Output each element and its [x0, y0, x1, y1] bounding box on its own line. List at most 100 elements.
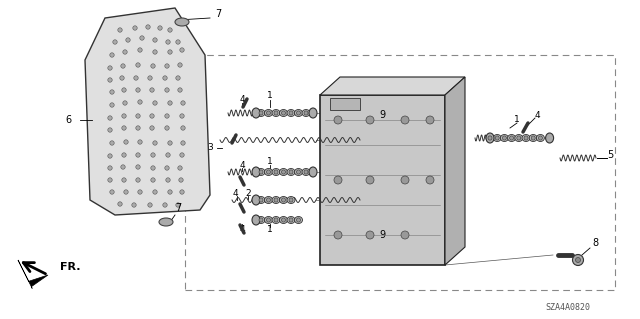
Circle shape: [110, 90, 114, 94]
Circle shape: [110, 141, 114, 145]
Ellipse shape: [259, 170, 263, 174]
Circle shape: [118, 28, 122, 32]
Ellipse shape: [524, 136, 528, 140]
Ellipse shape: [500, 135, 508, 142]
Ellipse shape: [287, 109, 295, 116]
Circle shape: [134, 76, 138, 80]
Circle shape: [110, 53, 114, 57]
Ellipse shape: [538, 136, 543, 140]
Circle shape: [108, 166, 112, 170]
Ellipse shape: [302, 168, 310, 175]
Circle shape: [401, 231, 409, 239]
Circle shape: [108, 128, 112, 132]
Ellipse shape: [272, 217, 280, 224]
Ellipse shape: [252, 215, 260, 225]
Circle shape: [122, 153, 126, 157]
Circle shape: [120, 76, 124, 80]
Circle shape: [178, 63, 182, 67]
Circle shape: [150, 114, 154, 118]
Circle shape: [123, 50, 127, 54]
Circle shape: [334, 231, 342, 239]
Ellipse shape: [280, 109, 287, 116]
Circle shape: [110, 103, 114, 107]
Ellipse shape: [257, 109, 265, 116]
Circle shape: [121, 165, 125, 169]
Ellipse shape: [272, 168, 280, 175]
Ellipse shape: [252, 167, 260, 177]
Ellipse shape: [294, 217, 303, 224]
Circle shape: [138, 140, 142, 144]
Ellipse shape: [495, 136, 499, 140]
Circle shape: [146, 25, 150, 29]
Ellipse shape: [522, 135, 530, 142]
Circle shape: [150, 88, 154, 92]
Ellipse shape: [266, 218, 271, 222]
Text: 4: 4: [239, 226, 245, 234]
Circle shape: [140, 36, 144, 40]
Polygon shape: [18, 260, 48, 288]
Ellipse shape: [529, 135, 537, 142]
Circle shape: [126, 38, 130, 42]
Circle shape: [138, 190, 142, 194]
Ellipse shape: [287, 168, 295, 175]
Circle shape: [151, 178, 155, 182]
Circle shape: [138, 100, 142, 104]
Circle shape: [122, 114, 126, 118]
Ellipse shape: [493, 135, 501, 142]
Circle shape: [151, 64, 155, 68]
Circle shape: [148, 203, 152, 207]
Circle shape: [165, 88, 169, 92]
Ellipse shape: [274, 170, 278, 174]
Circle shape: [168, 28, 172, 32]
Circle shape: [176, 203, 180, 207]
Circle shape: [165, 114, 169, 118]
Circle shape: [168, 141, 172, 145]
Ellipse shape: [264, 217, 273, 224]
Ellipse shape: [266, 198, 271, 202]
Text: 3: 3: [207, 144, 213, 152]
Polygon shape: [320, 77, 465, 95]
Polygon shape: [85, 8, 210, 215]
Circle shape: [122, 178, 126, 182]
Circle shape: [401, 116, 409, 124]
Circle shape: [138, 48, 142, 52]
Ellipse shape: [159, 218, 173, 226]
Ellipse shape: [266, 170, 271, 174]
Ellipse shape: [280, 197, 287, 204]
Ellipse shape: [259, 198, 263, 202]
Ellipse shape: [536, 135, 545, 142]
Ellipse shape: [274, 218, 278, 222]
Ellipse shape: [289, 198, 293, 202]
Text: 1: 1: [267, 92, 273, 100]
Text: 9: 9: [379, 230, 385, 240]
Circle shape: [426, 116, 434, 124]
Circle shape: [366, 116, 374, 124]
Ellipse shape: [274, 198, 278, 202]
Circle shape: [168, 101, 172, 105]
Ellipse shape: [287, 217, 295, 224]
Text: 5: 5: [607, 150, 613, 160]
Circle shape: [178, 88, 182, 92]
Circle shape: [573, 255, 584, 265]
Circle shape: [180, 190, 184, 194]
Circle shape: [153, 190, 157, 194]
Circle shape: [168, 50, 172, 54]
Ellipse shape: [294, 109, 303, 116]
Text: 4: 4: [534, 110, 540, 120]
Ellipse shape: [264, 109, 273, 116]
Ellipse shape: [274, 111, 278, 115]
Circle shape: [124, 190, 128, 194]
Text: 8: 8: [592, 238, 598, 248]
Circle shape: [180, 153, 184, 157]
Circle shape: [181, 126, 185, 130]
Ellipse shape: [296, 111, 301, 115]
Ellipse shape: [257, 217, 265, 224]
Circle shape: [148, 76, 152, 80]
Circle shape: [108, 178, 112, 182]
Circle shape: [108, 78, 112, 82]
Circle shape: [366, 231, 374, 239]
Ellipse shape: [264, 197, 273, 204]
Ellipse shape: [309, 167, 317, 177]
Text: 2: 2: [245, 189, 251, 197]
Text: 4: 4: [232, 189, 238, 197]
